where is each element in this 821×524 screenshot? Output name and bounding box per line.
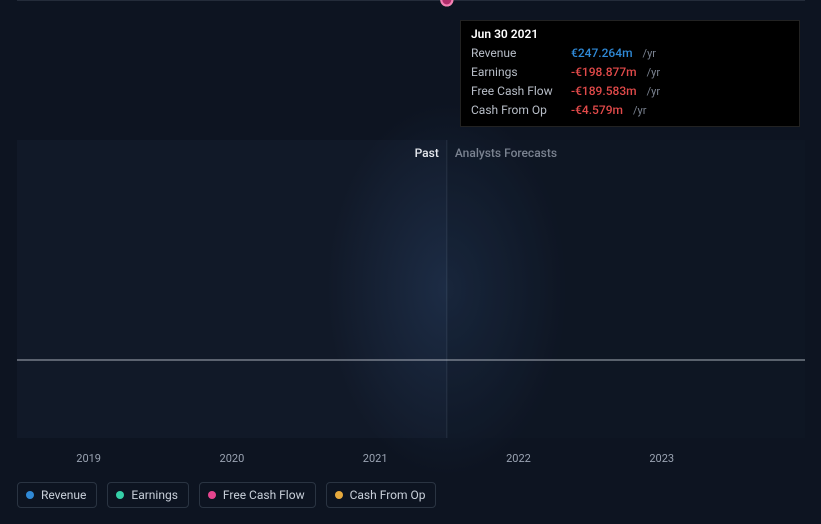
legend-item-label: Revenue [41, 488, 86, 502]
x-tick-label: 2019 [76, 452, 101, 465]
financials-chart: Past Analysts Forecasts €1b€0-€300m 2019… [0, 0, 821, 524]
period-label-past: Past [415, 146, 439, 160]
tooltip-row-unit: /yr [643, 45, 656, 63]
tooltip-row: Earnings -€198.877m/yr [471, 63, 789, 82]
legend-item-earnings[interactable]: Earnings [107, 482, 189, 508]
x-tick-label: 2022 [506, 452, 531, 465]
tooltip-row-label: Free Cash Flow [471, 82, 563, 100]
tooltip-row-value: -€189.583m [571, 82, 637, 100]
tooltip-row: Cash From Op -€4.579m/yr [471, 101, 789, 120]
legend-item-cash-from-op[interactable]: Cash From Op [326, 482, 437, 508]
tooltip-row-unit: /yr [647, 64, 660, 82]
legend-item-revenue[interactable]: Revenue [17, 482, 97, 508]
tooltip-row-value: -€198.877m [571, 63, 637, 81]
legend-item-label: Earnings [131, 488, 178, 502]
tooltip-date: Jun 30 2021 [471, 27, 789, 41]
tooltip-row: Revenue €247.264m/yr [471, 44, 789, 63]
hover-tooltip: Jun 30 2021 Revenue€247.264m/yrEarnings-… [460, 20, 800, 127]
x-tick-label: 2023 [649, 452, 674, 465]
legend-dot-icon [116, 491, 124, 499]
legend-dot-icon [208, 491, 216, 499]
legend-dot-icon [335, 491, 343, 499]
tooltip-row-value: €247.264m [571, 44, 633, 62]
marker-fcf [441, 0, 452, 6]
chart-legend: Revenue Earnings Free Cash Flow Cash From O… [17, 482, 436, 508]
tooltip-row-value: -€4.579m [571, 101, 623, 119]
tooltip-row-label: Revenue [471, 44, 563, 62]
legend-item-label: Free Cash Flow [223, 488, 305, 502]
tooltip-row: Free Cash Flow -€189.583m/yr [471, 82, 789, 101]
legend-dot-icon [26, 491, 34, 499]
period-label-future: Analysts Forecasts [455, 146, 557, 160]
tooltip-row-unit: /yr [647, 83, 660, 101]
tooltip-row-label: Earnings [471, 63, 563, 81]
tooltip-row-unit: /yr [633, 102, 646, 120]
legend-item-label: Cash From Op [350, 488, 426, 502]
tooltip-row-label: Cash From Op [471, 101, 563, 119]
x-tick-label: 2020 [220, 452, 245, 465]
legend-item-free-cash-flow[interactable]: Free Cash Flow [199, 482, 316, 508]
x-tick-label: 2021 [363, 452, 388, 465]
